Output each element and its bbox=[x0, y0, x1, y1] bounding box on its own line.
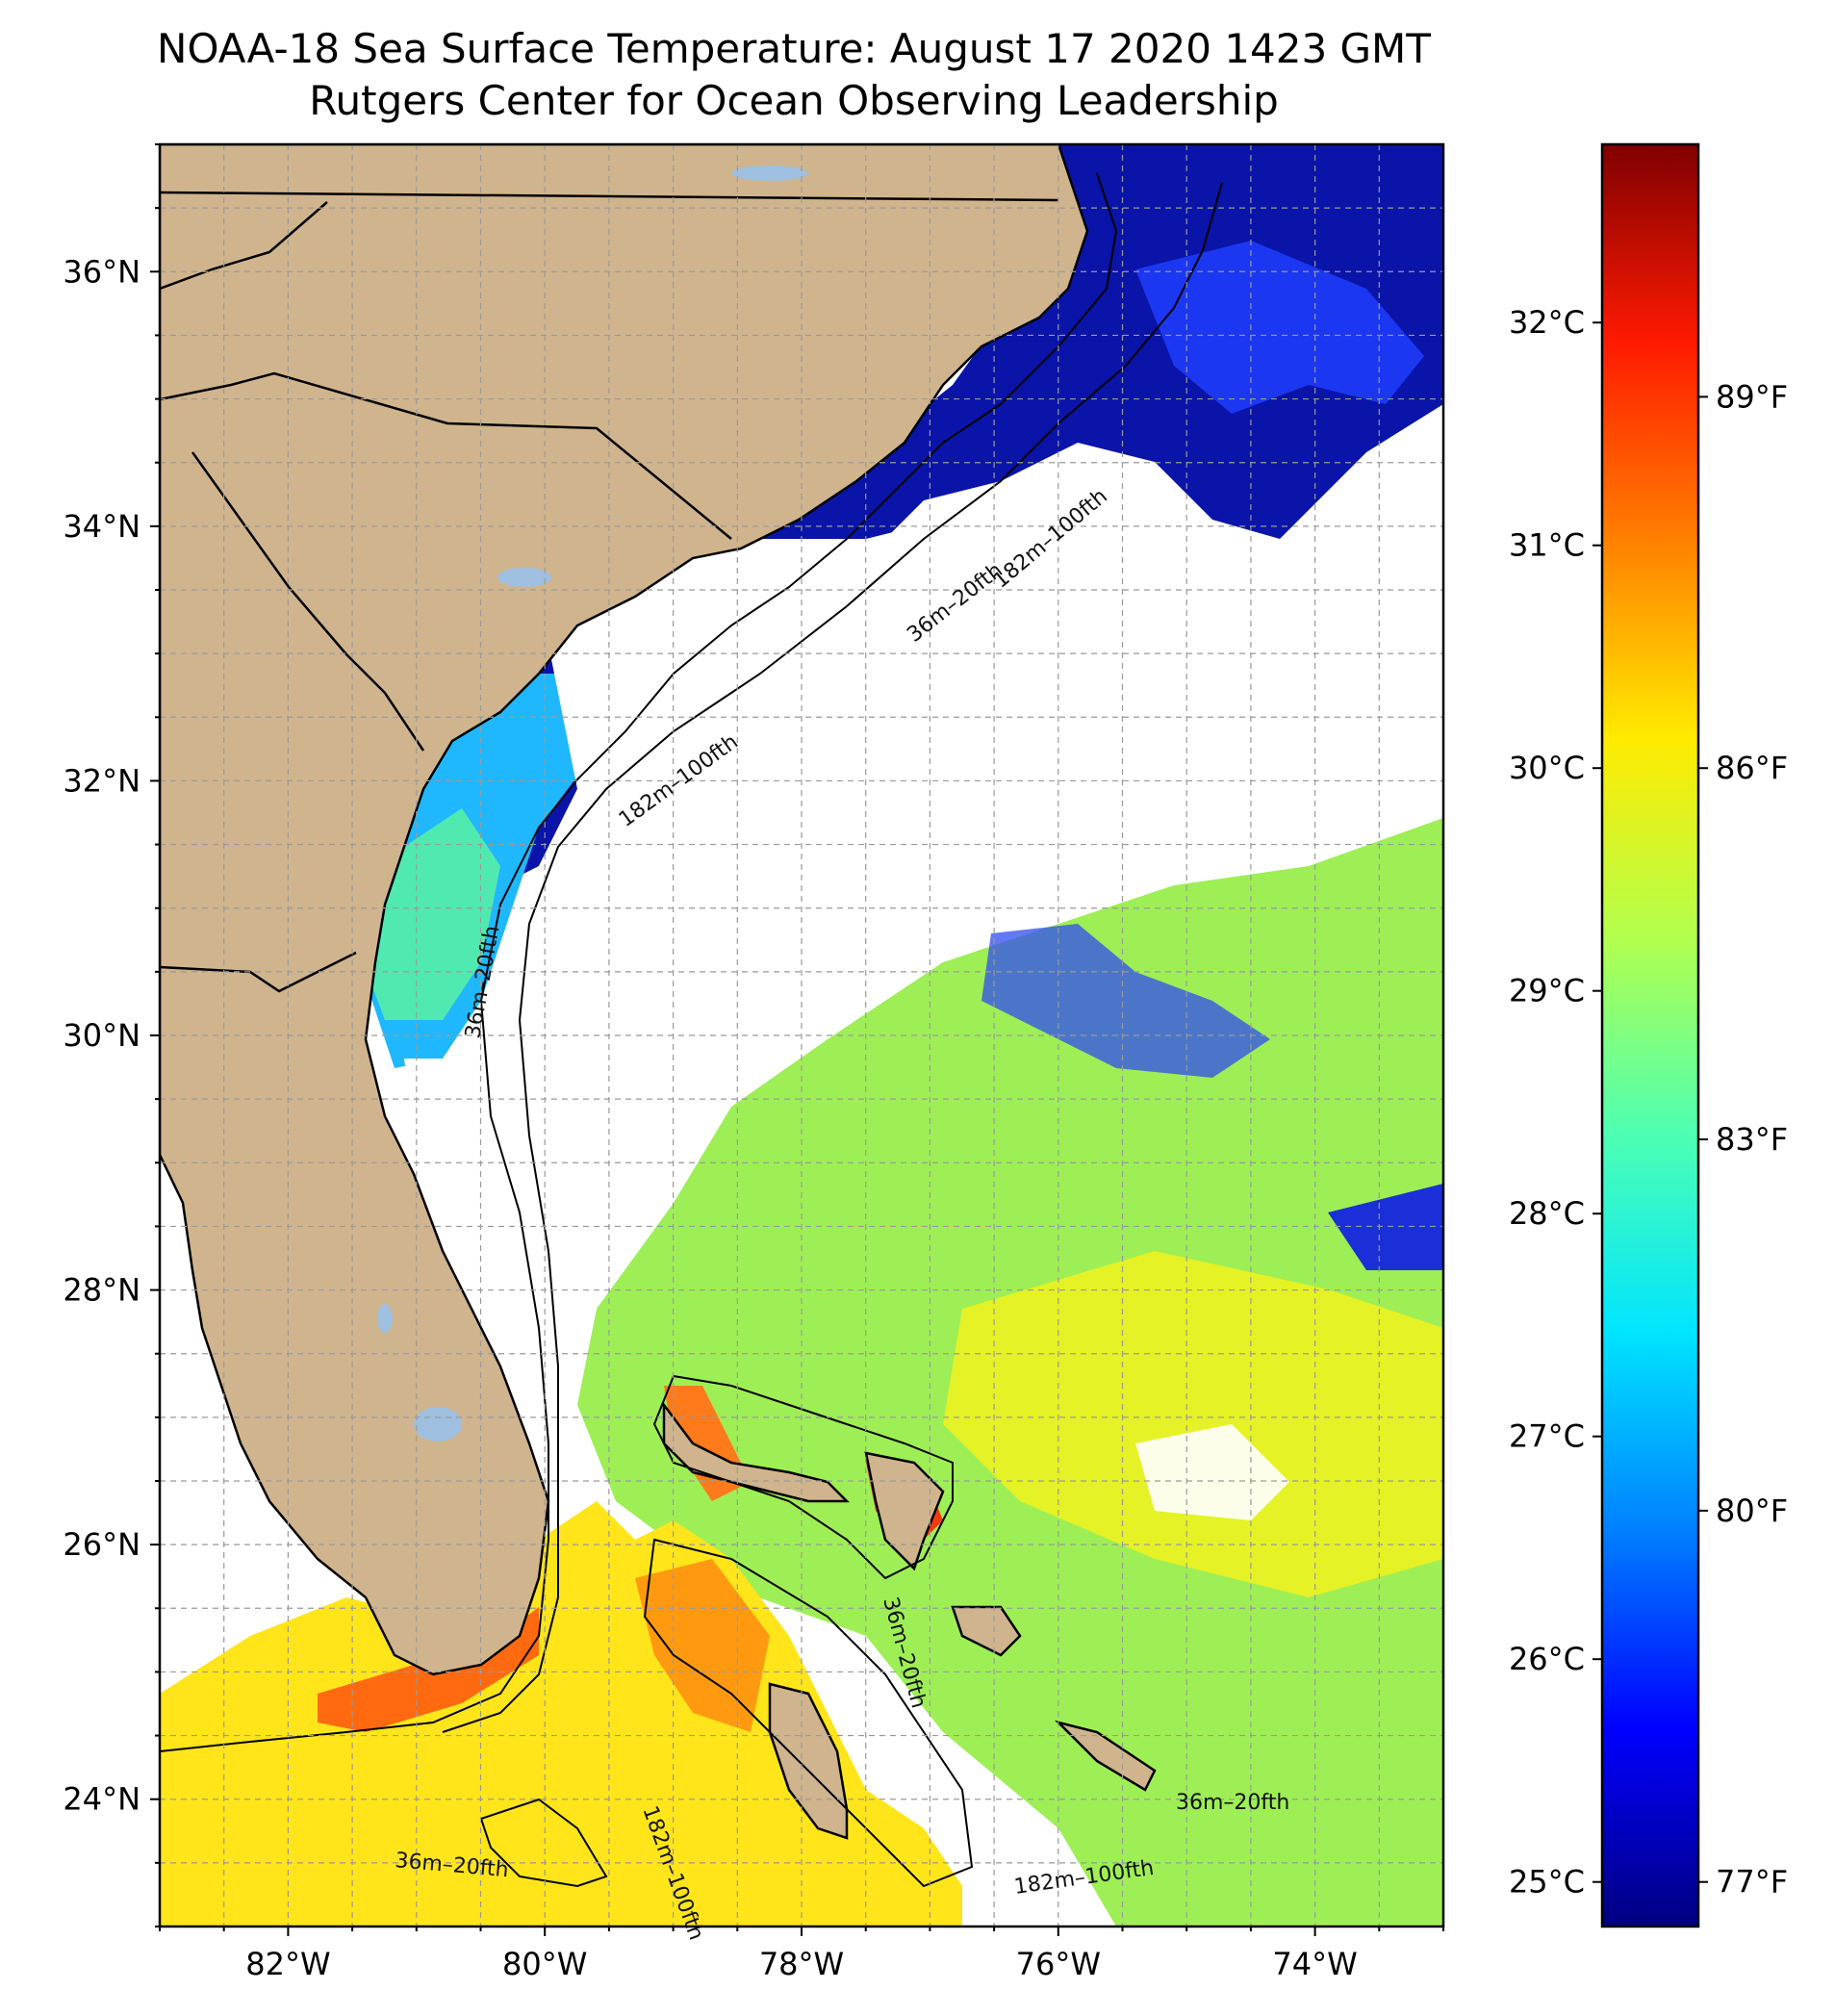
celsius-tick-label: 29°C bbox=[1509, 973, 1585, 1009]
celsius-tick-label: 32°C bbox=[1509, 304, 1585, 341]
contour-label-6: 36m–20fth bbox=[1176, 1791, 1289, 1815]
fahrenheit-tick-label: 80°F bbox=[1716, 1493, 1788, 1529]
celsius-tick-label: 31°C bbox=[1509, 527, 1585, 564]
island-exuma bbox=[1054, 1720, 1157, 1792]
colorbar-gradient bbox=[1600, 142, 1700, 1928]
celsius-tick-label: 26°C bbox=[1509, 1641, 1585, 1677]
border-va-nc bbox=[160, 191, 1059, 202]
sst-patch-orange-straits bbox=[635, 1559, 770, 1732]
fahrenheit-tick-label: 86°F bbox=[1716, 750, 1788, 786]
graticule-grid bbox=[160, 144, 1443, 1927]
island-grand-bahama bbox=[662, 1401, 851, 1503]
bathymetry-contours bbox=[160, 172, 1223, 1888]
border-ga-fl bbox=[160, 951, 357, 993]
bahamas bbox=[662, 1401, 1157, 1840]
sst-patch-blue-scattered bbox=[1135, 241, 1424, 414]
border-tn bbox=[160, 201, 328, 291]
fahrenheit-tick-label: 89°F bbox=[1716, 378, 1788, 415]
map-axis-ticks: 82°W 80°W 78°W 76°W 74°W 24°N 26°N 28°N 30°N 32°N… bbox=[63, 143, 1444, 1982]
contour-bahamas-south bbox=[643, 1538, 974, 1888]
lon-tick-label: 74°W bbox=[1272, 1946, 1357, 1982]
lat-tick-label: 30°N bbox=[63, 1017, 140, 1054]
contour-bahamas-outer bbox=[652, 1374, 954, 1580]
lakes bbox=[377, 166, 808, 1442]
colorbar-ticks: 25°C 26°C 27°C 28°C 29°C 30°C 31°C 32°C 77°F 80°F… bbox=[1509, 304, 1788, 1901]
island-eleuthera bbox=[951, 1605, 1022, 1657]
celsius-tick-label: 28°C bbox=[1509, 1195, 1585, 1232]
map-title: NOAA-18 Sea Surface Temperature: August … bbox=[157, 25, 1431, 72]
cloud-gap-central bbox=[481, 500, 1443, 1289]
lon-tick-label: 82°W bbox=[245, 1946, 330, 1982]
lake-seminole bbox=[377, 1304, 393, 1333]
sst-patch-blue-east bbox=[1328, 1184, 1443, 1270]
lake-okeechobee bbox=[414, 1407, 462, 1442]
lon-tick-label: 78°W bbox=[759, 1946, 844, 1982]
contour-182m-east-coast bbox=[442, 182, 1223, 1733]
sst-patch-yellow-south bbox=[943, 1251, 1443, 1597]
contour-36m-east-coast bbox=[160, 172, 1118, 1752]
celsius-tick-label: 27°C bbox=[1509, 1418, 1585, 1455]
sst-patch-florida-straits bbox=[160, 1501, 962, 1927]
lat-tick-label: 34°N bbox=[63, 508, 140, 545]
lake-albemarle bbox=[731, 166, 808, 181]
lat-tick-label: 36°N bbox=[63, 253, 140, 290]
celsius-tick-label: 25°C bbox=[1509, 1864, 1585, 1901]
lake-marion bbox=[497, 568, 551, 587]
map-area bbox=[160, 144, 1443, 1927]
lat-tick-label: 24°N bbox=[63, 1781, 140, 1818]
celsius-tick-label: 30°C bbox=[1509, 750, 1585, 786]
sst-patch-cold-north-of-front bbox=[981, 924, 1270, 1078]
lon-tick-label: 76°W bbox=[1016, 1946, 1101, 1982]
colorbar: 25°C 26°C 27°C 28°C 29°C 30°C 31°C 32°C 77°F 80°F… bbox=[1509, 142, 1788, 1928]
fahrenheit-tick-label: 77°F bbox=[1716, 1864, 1788, 1901]
lon-tick-label: 80°W bbox=[502, 1946, 587, 1982]
lat-tick-label: 26°N bbox=[63, 1526, 140, 1563]
fahrenheit-tick-label: 83°F bbox=[1716, 1121, 1788, 1158]
lat-tick-label: 32°N bbox=[63, 762, 140, 799]
lat-tick-label: 28°N bbox=[63, 1272, 140, 1309]
map-subtitle: Rutgers Center for Ocean Observing Leade… bbox=[309, 77, 1279, 124]
border-ga-sc bbox=[191, 451, 425, 752]
island-abaco bbox=[864, 1451, 945, 1571]
contour-cuba-bank bbox=[479, 1798, 608, 1888]
